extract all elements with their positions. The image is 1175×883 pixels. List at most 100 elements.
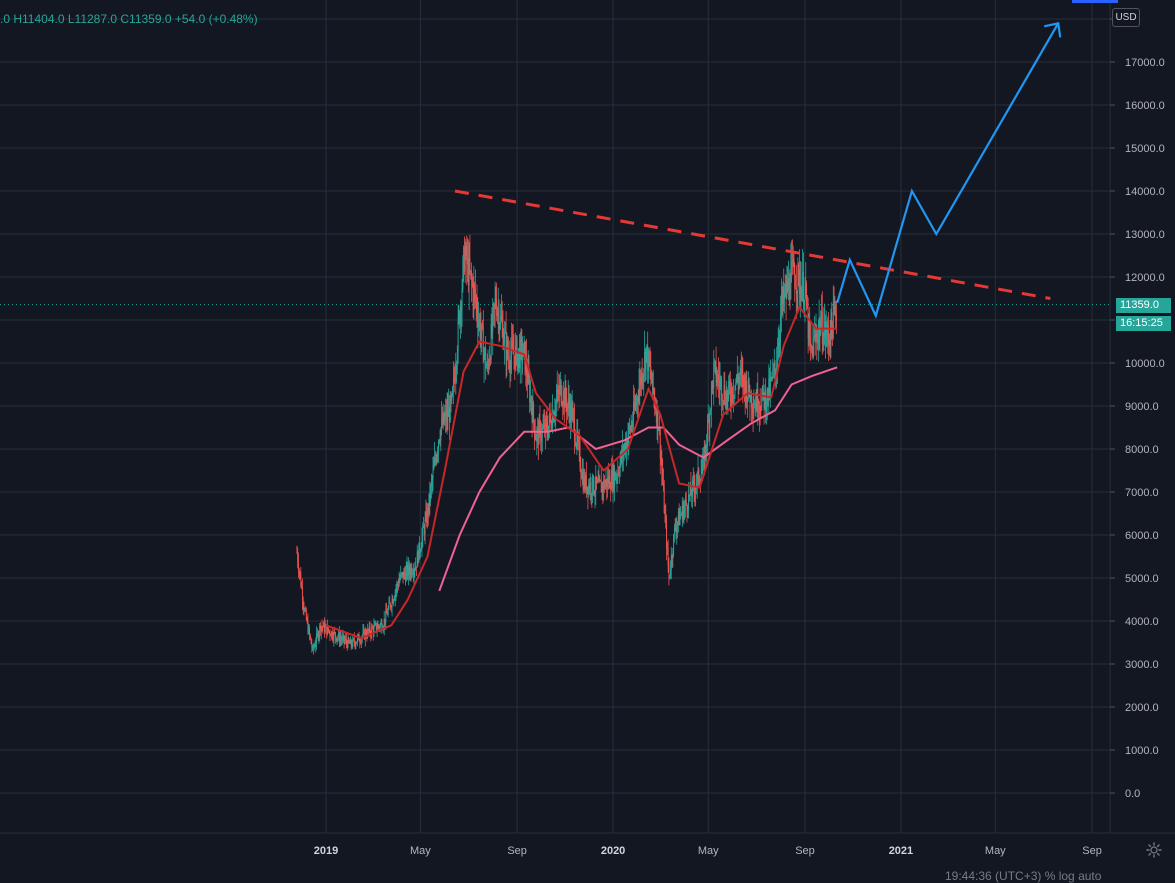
candle-body bbox=[676, 526, 678, 532]
candle-body bbox=[684, 505, 686, 510]
candle-body bbox=[761, 396, 763, 410]
price-tick-label: 14000.0 bbox=[1125, 186, 1165, 198]
price-tick-label: 1000.0 bbox=[1125, 745, 1159, 757]
candle-body bbox=[607, 477, 609, 485]
candle-body bbox=[811, 346, 813, 349]
candle-body bbox=[670, 570, 671, 576]
candle-body bbox=[616, 477, 618, 479]
candle-body bbox=[707, 421, 708, 445]
candle-body bbox=[700, 473, 702, 483]
candle-body bbox=[561, 402, 563, 405]
candle-body bbox=[581, 471, 583, 479]
ohlc-high: H11404.0 bbox=[13, 12, 65, 26]
candle-body bbox=[552, 412, 553, 429]
candle-body bbox=[570, 403, 572, 423]
candle-body bbox=[312, 646, 314, 649]
candle-body bbox=[800, 285, 802, 301]
candle-body bbox=[603, 480, 605, 491]
candle-body bbox=[828, 333, 830, 345]
candle-body bbox=[445, 411, 446, 417]
candle-body bbox=[399, 578, 401, 581]
candle-body bbox=[506, 340, 508, 360]
candle-body bbox=[688, 494, 690, 496]
candle-body bbox=[685, 499, 687, 505]
candle-body bbox=[349, 641, 351, 644]
candle-body bbox=[357, 636, 358, 642]
candle-body bbox=[467, 258, 469, 265]
price-axis[interactable]: 0.0 1000.0 2000.0 3000.0 4000.0 5000.0 6000.0 7… bbox=[1110, 14, 1165, 800]
candle-body bbox=[484, 349, 486, 354]
candle-body bbox=[556, 389, 558, 399]
candle-body bbox=[364, 631, 366, 640]
candle-body bbox=[634, 404, 636, 409]
candle-body bbox=[618, 473, 620, 475]
projection-path[interactable] bbox=[836, 22, 1060, 319]
candle-body bbox=[464, 255, 466, 272]
currency-button[interactable]: USD bbox=[1112, 8, 1140, 27]
candle-body bbox=[537, 427, 539, 445]
candle-body bbox=[466, 245, 468, 265]
candle-body bbox=[695, 487, 697, 494]
gear-icon[interactable] bbox=[1146, 842, 1162, 858]
candle-body bbox=[307, 620, 309, 633]
candle-body bbox=[499, 325, 501, 330]
candle-body bbox=[541, 428, 543, 439]
candle-body bbox=[814, 334, 816, 338]
candle-body bbox=[740, 368, 742, 372]
candle-body bbox=[541, 438, 542, 442]
candle-body bbox=[402, 572, 404, 579]
candle-body bbox=[653, 390, 655, 397]
toolbar-accent bbox=[1072, 0, 1118, 3]
candle-body bbox=[596, 480, 598, 483]
candle-body bbox=[615, 477, 617, 480]
candle-body bbox=[365, 631, 367, 636]
candle-body bbox=[345, 639, 347, 641]
candle-body bbox=[692, 480, 693, 497]
candle-body bbox=[432, 469, 434, 480]
candle-body bbox=[608, 476, 610, 485]
candle-body bbox=[790, 267, 792, 299]
candle-body bbox=[328, 630, 330, 632]
candle-body bbox=[505, 331, 507, 360]
candle-body bbox=[602, 484, 604, 491]
candle-body bbox=[419, 542, 421, 553]
candle-body bbox=[334, 631, 336, 633]
candle-body bbox=[741, 371, 743, 372]
candle-body bbox=[672, 553, 674, 559]
candle-body bbox=[697, 468, 699, 474]
candle-body bbox=[529, 380, 531, 403]
ohlc-open: .0 bbox=[0, 12, 11, 26]
candle-body bbox=[601, 484, 603, 493]
projection-arrowhead[interactable] bbox=[1044, 21, 1062, 38]
candle-body bbox=[523, 340, 525, 344]
candle-body bbox=[667, 548, 669, 566]
candle-body bbox=[555, 398, 557, 403]
candle-body bbox=[562, 404, 564, 406]
time-tick-label: 2019 bbox=[314, 845, 338, 857]
candle-body bbox=[423, 527, 425, 535]
candle-body bbox=[686, 504, 688, 511]
candle-body bbox=[426, 511, 428, 524]
candle-body bbox=[637, 398, 638, 401]
resistance-trendline[interactable] bbox=[454, 189, 1051, 300]
candle-body bbox=[452, 377, 454, 389]
candle-body bbox=[713, 362, 715, 389]
candle-body bbox=[764, 389, 766, 408]
candle-body bbox=[515, 340, 517, 347]
candle-body bbox=[574, 440, 576, 445]
candle-body bbox=[718, 374, 719, 381]
candle-body bbox=[385, 610, 387, 623]
candle-body bbox=[793, 258, 795, 274]
candle-body bbox=[730, 398, 732, 403]
drawing-annotations[interactable] bbox=[454, 21, 1062, 319]
candle-body bbox=[469, 258, 471, 271]
candle-body bbox=[516, 340, 518, 368]
candle-body bbox=[661, 459, 663, 471]
candle-body bbox=[485, 349, 487, 369]
candle-body bbox=[348, 638, 350, 642]
time-axis[interactable]: 2019 May Sep 2020 May Sep 2021 May Sep bbox=[314, 845, 1102, 857]
candle-body bbox=[566, 401, 568, 411]
time-tick-label: Sep bbox=[795, 845, 815, 857]
candle-body bbox=[832, 324, 833, 338]
